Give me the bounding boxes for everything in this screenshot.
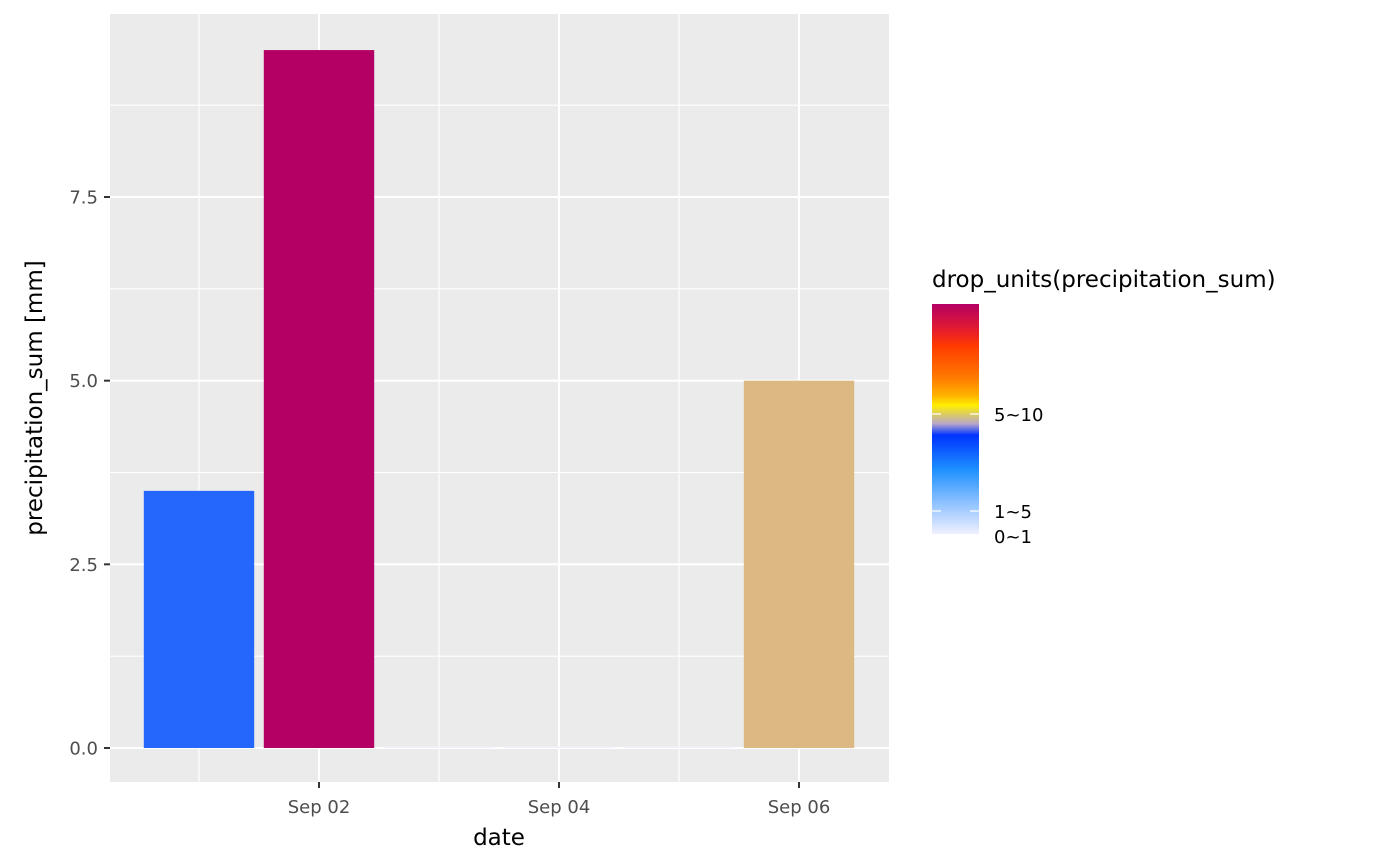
legend-label: 5~10: [994, 405, 1043, 426]
y-tick-label: 5.0: [69, 371, 98, 392]
y-tick-label: 7.5: [69, 188, 98, 209]
x-tick-label: Sep 04: [528, 797, 591, 818]
bar-2023-09-01: [143, 490, 255, 748]
x-tick-label: Sep 06: [768, 797, 831, 818]
x-axis-title: date: [473, 825, 525, 851]
y-tick-label: 2.5: [69, 555, 98, 576]
legend: drop_units(precipitation_sum) 5~10 1~5 0~1: [932, 267, 1276, 548]
bar-2023-09-06: [743, 380, 855, 748]
bar-2023-09-03: [383, 746, 495, 748]
legend-colorbar: [932, 304, 979, 534]
legend-label: 0~1: [994, 527, 1032, 548]
x-tick-label: Sep 02: [288, 797, 351, 818]
legend-labels: 5~10 1~5 0~1: [932, 405, 1043, 548]
bar-2023-09-02: [263, 50, 375, 749]
legend-title: drop_units(precipitation_sum): [932, 267, 1276, 293]
axes: 0.0 2.5 5.0 7.5 Sep 02 Sep 04 Sep 06: [69, 188, 830, 819]
y-tick-label: 0.0: [69, 739, 98, 760]
bar-2023-09-04: [503, 746, 615, 748]
bar-2023-09-05: [623, 746, 735, 748]
legend-label: 1~5: [994, 502, 1032, 523]
y-axis-title: precipitation_sum [mm]: [22, 260, 48, 535]
bars: [143, 50, 855, 749]
